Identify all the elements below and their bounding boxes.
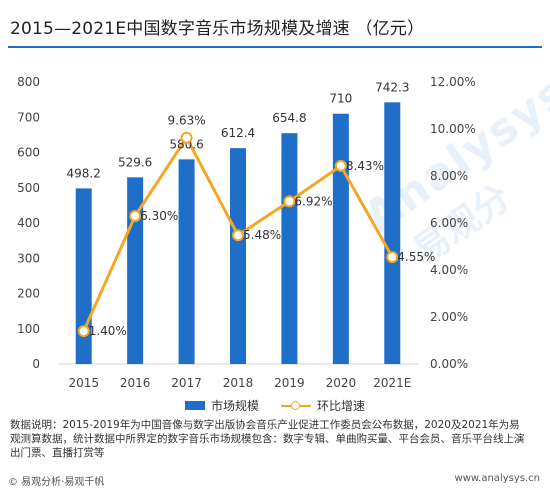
legend-bar-swatch bbox=[184, 401, 205, 410]
legend-label-bar: 市场规模 bbox=[210, 399, 259, 413]
combo-chart: 0 100 200 300 400 500 600 700 800 0.00% 2.00% 4.00%… bbox=[17, 75, 476, 390]
growth-point-2017 bbox=[180, 131, 193, 144]
bar-2020 bbox=[332, 113, 349, 364]
bar-value-label: 710 bbox=[329, 92, 352, 106]
y-left-tick-label: 200 bbox=[17, 287, 40, 301]
x-tick-label: 2017 bbox=[171, 376, 202, 390]
bar-value-label: 742.3 bbox=[375, 80, 409, 94]
growth-value-label: 5.48% bbox=[243, 228, 281, 242]
growth-point-2019 bbox=[283, 195, 296, 208]
legend-item-bar: 市场规模 bbox=[184, 397, 259, 414]
bar-value-label: 529.6 bbox=[118, 155, 152, 169]
y-right-tick-label: 2.00% bbox=[430, 310, 468, 324]
growth-value-label: 6.92% bbox=[294, 194, 332, 208]
bar-2021E bbox=[384, 102, 401, 365]
y-right-tick-label: 12.00% bbox=[430, 75, 476, 89]
chart-legend: 市场规模 环比增速 bbox=[0, 397, 550, 414]
bar-value-label: 654.8 bbox=[272, 111, 306, 125]
legend-item-line: 环比增速 bbox=[281, 397, 365, 414]
y-right-tick-label: 4.00% bbox=[430, 263, 468, 277]
growth-point-2021E bbox=[386, 251, 399, 264]
growth-value-label: 8.43% bbox=[346, 159, 384, 173]
legend-line-swatch bbox=[281, 400, 311, 411]
bar-2017 bbox=[178, 159, 195, 364]
footer-source: © 易观分析·易观千帆 bbox=[8, 477, 105, 488]
bar-2018 bbox=[230, 148, 246, 364]
growth-point-2018 bbox=[232, 229, 244, 242]
growth-value-label: 1.40% bbox=[89, 324, 127, 338]
x-tick-label: 2020 bbox=[326, 376, 357, 390]
growth-value-label: 6.30% bbox=[140, 209, 178, 223]
chart-title: 2015—2021E中国数字音乐市场规模及增速 （亿元） bbox=[10, 19, 425, 39]
y-left-tick-label: 400 bbox=[17, 216, 40, 230]
footer-url: www.analysys.cn bbox=[454, 473, 540, 484]
y-left-tick-label: 500 bbox=[17, 181, 40, 195]
bar-value-label: 612.4 bbox=[221, 126, 255, 140]
x-tick-label: 2018 bbox=[223, 376, 254, 390]
y-left-tick-label: 0 bbox=[32, 357, 40, 371]
y-left-tick-label: 300 bbox=[17, 251, 40, 265]
bar-value-label: 498.2 bbox=[67, 166, 101, 180]
bar-2019 bbox=[281, 133, 298, 364]
growth-point-2016 bbox=[129, 209, 142, 222]
y-left-tick-label: 700 bbox=[17, 110, 40, 124]
y-left-tick-label: 600 bbox=[17, 146, 40, 160]
y-right-tick-label: 8.00% bbox=[430, 169, 468, 183]
y-right-tick-label: 0.00% bbox=[430, 357, 468, 371]
legend-label-line: 环比增速 bbox=[317, 399, 366, 413]
x-tick-label: 2019 bbox=[274, 376, 305, 390]
y-right-tick-label: 6.00% bbox=[430, 216, 468, 230]
growth-value-label: 4.55% bbox=[397, 250, 435, 264]
growth-point-2020 bbox=[334, 159, 347, 172]
y-left-tick-label: 100 bbox=[17, 322, 40, 336]
y-right-tick-label: 10.00% bbox=[430, 122, 476, 136]
x-tick-label: 2021E bbox=[373, 376, 411, 390]
bar-value-label: 580.6 bbox=[169, 137, 203, 151]
growth-point-2015 bbox=[77, 325, 90, 338]
title-underline bbox=[8, 46, 542, 48]
x-tick-label: 2016 bbox=[120, 376, 151, 390]
data-note: 数据说明：2015-2019年为中国音像与数字出版协会音乐产业促进工作委员会公布… bbox=[10, 419, 525, 459]
y-left-tick-label: 800 bbox=[17, 75, 40, 89]
growth-value-label: 9.63% bbox=[168, 114, 206, 128]
x-tick-label: 2015 bbox=[68, 376, 99, 390]
